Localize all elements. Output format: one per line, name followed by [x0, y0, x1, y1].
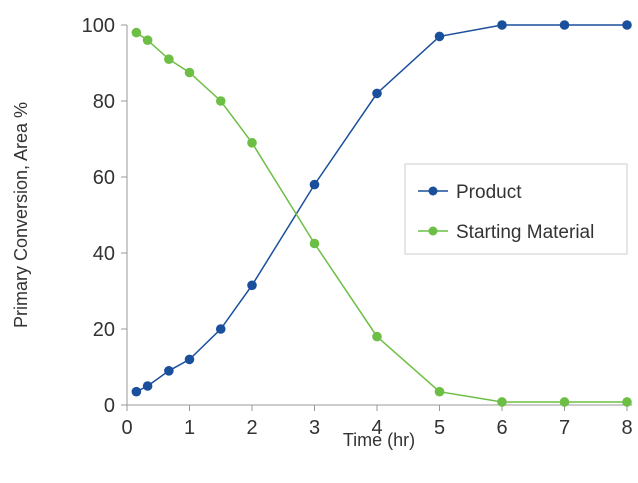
data-point-starting-material [497, 397, 507, 407]
data-point-product [372, 88, 382, 99]
data-point-product [497, 20, 507, 30]
x-tick-label: 3 [309, 417, 320, 439]
legend-swatch-product-dot [428, 186, 438, 196]
x-tick-label: 0 [121, 417, 132, 439]
data-point-product [142, 381, 153, 391]
legend-label-product: Product [456, 182, 522, 203]
data-point-product [215, 324, 226, 334]
legend-swatch-starting-material-dot [428, 226, 438, 236]
y-tick-label: 80 [93, 91, 115, 113]
y-tick-label: 40 [93, 243, 115, 265]
data-point-product [164, 366, 174, 376]
data-point-product [622, 20, 632, 30]
data-point-product [559, 20, 570, 30]
y-tick-label: 100 [82, 15, 115, 37]
data-point-product [184, 354, 195, 365]
data-point-starting-material [184, 67, 195, 78]
y-tick-label: 60 [93, 167, 115, 189]
data-point-product [434, 31, 445, 42]
y-axis-title: Primary Conversion, Area % [11, 102, 31, 328]
data-point-starting-material [559, 397, 570, 407]
data-point-starting-material [434, 386, 445, 397]
data-point-starting-material [164, 54, 174, 64]
data-point-starting-material [247, 138, 257, 148]
series-layer [131, 20, 632, 407]
tick-labels: 0 20 40 60 80 100 0 1 2 3 4 5 6 7 8 [82, 15, 633, 439]
x-axis-title: Time (hr) [343, 430, 415, 450]
x-tick-label: 5 [434, 417, 445, 439]
x-tick-label: 8 [621, 417, 632, 439]
x-tick-label: 7 [559, 417, 570, 439]
data-point-product [131, 386, 142, 397]
x-tick-label: 4 [371, 417, 382, 439]
data-point-starting-material [131, 27, 142, 38]
legend-label-starting-material: Starting Material [456, 222, 594, 243]
legend-box [404, 163, 628, 255]
data-point-starting-material [622, 397, 632, 407]
data-point-product [309, 179, 320, 190]
data-point-product [247, 280, 257, 291]
data-point-starting-material [142, 35, 153, 45]
data-point-starting-material [309, 238, 320, 249]
x-tick-label: 1 [184, 417, 195, 439]
y-tick-label: 20 [93, 319, 115, 341]
series-product [131, 20, 632, 397]
series-starting-material [131, 27, 632, 407]
y-tick-label: 0 [104, 395, 115, 417]
x-tick-label: 2 [246, 417, 257, 439]
legend: Product Starting Material [404, 163, 628, 255]
data-point-starting-material [215, 96, 226, 106]
ticks [121, 24, 628, 411]
axes [126, 25, 632, 406]
x-tick-label: 6 [496, 417, 507, 439]
data-point-starting-material [372, 331, 382, 342]
